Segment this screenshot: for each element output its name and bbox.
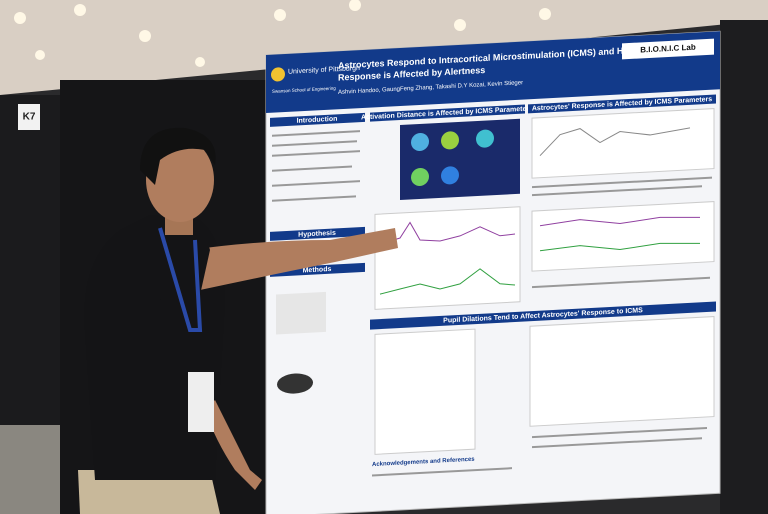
text-lines: [272, 130, 712, 477]
shape: [379, 268, 516, 295]
shape: [272, 140, 357, 147]
section-title: Methods: [303, 266, 332, 275]
shape: [195, 57, 205, 67]
section-header: [270, 112, 365, 127]
shape: [379, 221, 516, 245]
face: [146, 138, 214, 222]
shape: [532, 276, 710, 289]
institution: University of Pittsburgh: [288, 65, 360, 76]
shape: [277, 373, 313, 394]
presenter: [78, 127, 398, 514]
shape: [531, 201, 715, 272]
lab-badge: [622, 38, 714, 60]
shape: [532, 176, 712, 189]
shape: [14, 12, 26, 24]
shape: [539, 242, 701, 252]
shape: [531, 108, 715, 179]
section-header: [528, 94, 716, 114]
lanyard: [158, 227, 203, 332]
shape: [539, 8, 551, 20]
shape: [532, 437, 702, 449]
pants: [78, 470, 220, 514]
lab-name: B.I.O.N.I.C Lab: [640, 43, 696, 55]
booth-number: K7: [23, 112, 36, 123]
shape: [539, 127, 691, 157]
shape: [272, 180, 360, 187]
ceiling: [0, 0, 768, 95]
shape: [349, 0, 361, 11]
university-logo: [271, 67, 285, 82]
shape: [454, 19, 466, 31]
shape: [476, 129, 494, 148]
shape: [529, 316, 715, 427]
shape: [400, 118, 520, 201]
poster-header: [266, 31, 720, 114]
shape: [539, 216, 701, 227]
shape: [74, 4, 86, 16]
figures: [276, 108, 715, 455]
shape: [374, 206, 521, 310]
shape: [272, 195, 356, 202]
section-header: [270, 226, 365, 241]
section-title: Acknowledgements and References: [372, 457, 475, 468]
floor: [0, 425, 60, 514]
shape: [374, 328, 476, 455]
shape: [441, 131, 459, 150]
shape: [411, 167, 429, 187]
shape: [274, 9, 286, 21]
shape: [35, 50, 45, 60]
shape: [441, 166, 459, 185]
shape: [272, 130, 360, 137]
section-header: [370, 301, 716, 330]
booth-panel: [720, 20, 768, 514]
shape: [139, 30, 151, 42]
booth-panel: [0, 95, 60, 425]
section-header: [270, 262, 365, 277]
arm: [190, 228, 398, 290]
school: Swanson School of Engineering: [272, 86, 336, 94]
section-header: [370, 104, 525, 122]
shape: [272, 165, 352, 172]
ceiling-lights: [14, 0, 551, 67]
shape: [411, 132, 429, 152]
hand: [205, 400, 262, 490]
shape: [272, 150, 360, 157]
section-title: Introduction: [297, 116, 338, 125]
badge: [188, 372, 214, 432]
hair: [140, 127, 216, 185]
poster: University of Pittsburgh Swanson School …: [265, 30, 721, 514]
section-title: Hypothesis: [298, 230, 336, 239]
shape: [532, 185, 702, 197]
shape: [532, 426, 707, 439]
shape: [276, 291, 326, 335]
shape: [372, 467, 512, 477]
booth-sign: [18, 104, 40, 130]
